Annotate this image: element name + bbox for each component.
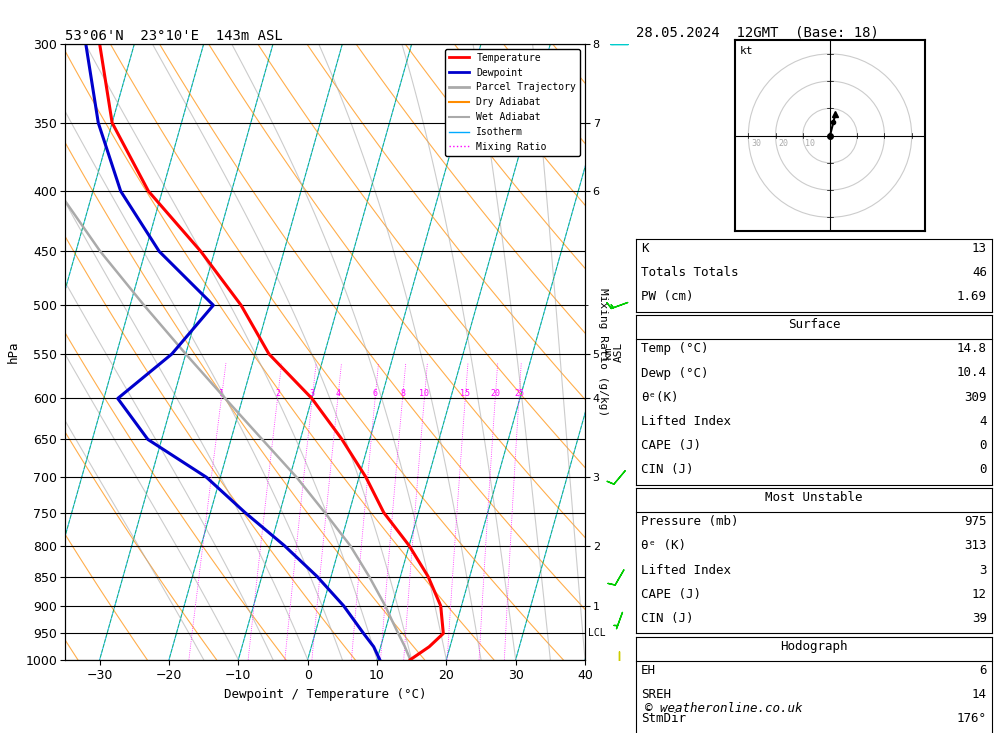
Text: Pressure (mb): Pressure (mb) — [641, 515, 738, 528]
Text: 3: 3 — [980, 564, 987, 577]
Text: 20: 20 — [778, 139, 788, 149]
X-axis label: Dewpoint / Temperature (°C): Dewpoint / Temperature (°C) — [224, 688, 426, 701]
Text: Lifted Index: Lifted Index — [641, 564, 731, 577]
Text: 46: 46 — [972, 266, 987, 279]
Text: Hodograph: Hodograph — [780, 640, 848, 653]
Text: 10.4: 10.4 — [957, 366, 987, 380]
Text: 20: 20 — [490, 389, 500, 399]
Y-axis label: km
ASL: km ASL — [603, 342, 624, 362]
Text: Temp (°C): Temp (°C) — [641, 342, 708, 356]
Text: 0: 0 — [980, 439, 987, 452]
Text: 28.05.2024  12GMT  (Base: 18): 28.05.2024 12GMT (Base: 18) — [636, 26, 879, 40]
Text: 309: 309 — [964, 391, 987, 404]
Text: 1.69: 1.69 — [957, 290, 987, 303]
Text: 25: 25 — [514, 389, 524, 399]
Text: kt: kt — [740, 46, 754, 56]
Text: 6: 6 — [373, 389, 378, 399]
Text: © weatheronline.co.uk: © weatheronline.co.uk — [645, 701, 802, 715]
Text: 53°06'N  23°10'E  143m ASL: 53°06'N 23°10'E 143m ASL — [65, 29, 283, 43]
Text: LCL: LCL — [588, 628, 606, 638]
Text: K: K — [641, 242, 648, 255]
Text: 14: 14 — [972, 688, 987, 701]
Text: Most Unstable: Most Unstable — [765, 491, 863, 504]
Text: Surface: Surface — [788, 318, 840, 331]
Text: Lifted Index: Lifted Index — [641, 415, 731, 428]
Text: EH: EH — [641, 664, 656, 677]
Text: 4: 4 — [335, 389, 340, 399]
Text: StmDir: StmDir — [641, 712, 686, 726]
Text: 4: 4 — [980, 415, 987, 428]
Text: SREH: SREH — [641, 688, 671, 701]
Text: 30: 30 — [751, 139, 761, 149]
Text: θᵉ (K): θᵉ (K) — [641, 539, 686, 553]
Text: 8: 8 — [400, 389, 405, 399]
Text: θᵉ(K): θᵉ(K) — [641, 391, 678, 404]
Text: CAPE (J): CAPE (J) — [641, 439, 701, 452]
Text: PW (cm): PW (cm) — [641, 290, 694, 303]
Text: 13: 13 — [972, 242, 987, 255]
Text: 14.8: 14.8 — [957, 342, 987, 356]
Text: 12: 12 — [972, 588, 987, 601]
Text: 10: 10 — [805, 139, 815, 149]
Text: 10: 10 — [419, 389, 429, 399]
Text: 3: 3 — [310, 389, 315, 399]
Text: 0: 0 — [980, 463, 987, 476]
Legend: Temperature, Dewpoint, Parcel Trajectory, Dry Adiabat, Wet Adiabat, Isotherm, Mi: Temperature, Dewpoint, Parcel Trajectory… — [445, 49, 580, 156]
Text: Dewp (°C): Dewp (°C) — [641, 366, 708, 380]
Text: CAPE (J): CAPE (J) — [641, 588, 701, 601]
Text: 39: 39 — [972, 612, 987, 625]
Text: Mixing Ratio (g/kg): Mixing Ratio (g/kg) — [598, 288, 608, 416]
Text: 6: 6 — [980, 664, 987, 677]
Text: 975: 975 — [964, 515, 987, 528]
Text: 176°: 176° — [957, 712, 987, 726]
Text: 2: 2 — [275, 389, 280, 399]
Text: CIN (J): CIN (J) — [641, 463, 694, 476]
Text: CIN (J): CIN (J) — [641, 612, 694, 625]
Text: 1: 1 — [219, 389, 224, 399]
Text: Totals Totals: Totals Totals — [641, 266, 738, 279]
Text: 15: 15 — [460, 389, 470, 399]
Text: 313: 313 — [964, 539, 987, 553]
Y-axis label: hPa: hPa — [7, 341, 20, 363]
